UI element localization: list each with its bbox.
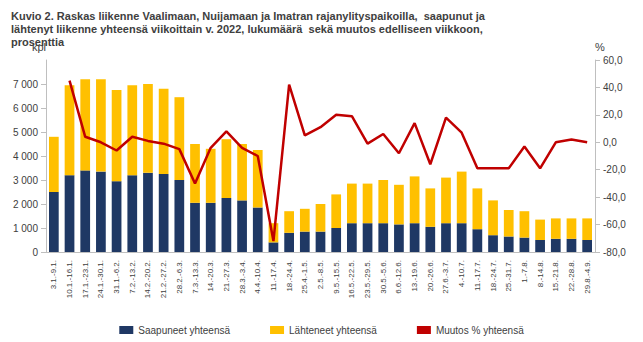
svg-text:prosenttia: prosenttia (11, 36, 65, 48)
svg-text:9.5.-15.5.: 9.5.-15.5. (332, 260, 341, 294)
svg-text:Muutos % yhteensä: Muutos % yhteensä (436, 325, 524, 336)
svg-text:3 000: 3 000 (13, 175, 38, 186)
svg-text:-40,0: -40,0 (603, 192, 626, 203)
svg-text:15.-21.8.: 15.-21.8. (551, 260, 560, 292)
svg-text:7.3.-13.3.: 7.3.-13.3. (191, 260, 200, 294)
svg-text:28.2.-6.3.: 28.2.-6.3. (175, 260, 184, 294)
svg-text:18.-24.4.: 18.-24.4. (285, 260, 294, 292)
svg-text:20.-26.6.: 20.-26.6. (426, 260, 435, 292)
svg-text:2.5.-8.5.: 2.5.-8.5. (316, 260, 325, 289)
svg-text:6.6.-12.6.: 6.6.-12.6. (394, 260, 403, 294)
svg-text:11.-17.4.: 11.-17.4. (269, 260, 278, 291)
svg-text:1 000: 1 000 (13, 223, 38, 234)
svg-text:7 000: 7 000 (13, 79, 38, 90)
svg-text:11.-17.7.: 11.-17.7. (473, 260, 482, 291)
svg-text:24.1.-30.1.: 24.1.-30.1. (96, 260, 105, 298)
svg-text:Kuvio 2. Raskas liikenne Vaali: Kuvio 2. Raskas liikenne Vaalimaan, Nuij… (11, 10, 486, 22)
svg-text:Saapuneet yhteensä: Saapuneet yhteensä (138, 325, 230, 336)
svg-text:8.-14.8.: 8.-14.8. (536, 260, 545, 287)
svg-text:23.5.-29.5.: 23.5.-29.5. (363, 260, 372, 298)
svg-text:25.4.-1.5.: 25.4.-1.5. (300, 260, 309, 294)
svg-text:14.-20.3.: 14.-20.3. (206, 260, 215, 292)
svg-text:40,0: 40,0 (603, 82, 623, 93)
svg-text:17.1.-23.1.: 17.1.-23.1. (81, 260, 90, 298)
svg-text:5 000: 5 000 (13, 127, 38, 138)
svg-text:16.5.-22.5.: 16.5.-22.5. (347, 260, 356, 298)
svg-text:4 000: 4 000 (13, 151, 38, 162)
svg-text:14.2.-20.2.: 14.2.-20.2. (143, 260, 152, 298)
svg-text:Lähteneet yhteensä: Lähteneet yhteensä (289, 325, 377, 336)
svg-text:0,0: 0,0 (603, 137, 617, 148)
svg-text:0: 0 (32, 247, 38, 258)
svg-text:7.2.-13.2.: 7.2.-13.2. (128, 260, 137, 294)
svg-text:30.5.-5.6.: 30.5.-5.6. (379, 260, 388, 294)
svg-text:lähtenyt liikenne yhteensä vii: lähtenyt liikenne yhteensä viikoittain v… (11, 23, 483, 35)
svg-text:60,0: 60,0 (603, 55, 623, 66)
svg-text:10.1.-16.1.: 10.1.-16.1. (65, 260, 74, 298)
svg-text:6 000: 6 000 (13, 103, 38, 114)
svg-text:3.1.-9.1.: 3.1.-9.1. (49, 260, 58, 289)
svg-text:-60,0: -60,0 (603, 219, 626, 230)
svg-text:4.4.-10.4.: 4.4.-10.4. (253, 260, 262, 294)
svg-text:4.-10.7.: 4.-10.7. (457, 260, 466, 287)
svg-text:18.-24.7.: 18.-24.7. (489, 260, 498, 292)
svg-text:1.-7.8.: 1.-7.8. (520, 260, 529, 283)
svg-text:2 000: 2 000 (13, 199, 38, 210)
svg-text:%: % (595, 41, 605, 53)
svg-text:22.-28.8.: 22.-28.8. (567, 260, 576, 292)
svg-text:29.8.-4.9.: 29.8.-4.9. (583, 260, 592, 294)
svg-text:-80,0: -80,0 (603, 247, 626, 258)
svg-text:13.-19.6.: 13.-19.6. (410, 260, 419, 292)
svg-text:28.3.-3.4.: 28.3.-3.4. (238, 260, 247, 294)
svg-text:25.-31.7.: 25.-31.7. (504, 260, 513, 292)
svg-text:20,0: 20,0 (603, 109, 623, 120)
svg-text:31.1.-6.2.: 31.1.-6.2. (112, 260, 121, 294)
svg-text:21.2.-27.2.: 21.2.-27.2. (159, 260, 168, 298)
svg-text:27.6.-3.7.: 27.6.-3.7. (441, 260, 450, 294)
svg-text:21.-27.3.: 21.-27.3. (222, 260, 231, 292)
svg-text:-20,0: -20,0 (603, 164, 626, 175)
